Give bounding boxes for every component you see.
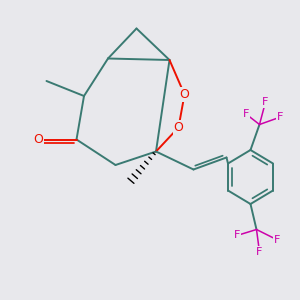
- Text: O: O: [33, 133, 43, 146]
- Text: O: O: [174, 121, 183, 134]
- Text: F: F: [234, 230, 240, 241]
- Text: F: F: [262, 97, 269, 107]
- Text: F: F: [243, 109, 249, 119]
- Text: O: O: [180, 88, 189, 101]
- Text: F: F: [274, 235, 281, 245]
- Text: F: F: [256, 247, 263, 257]
- Text: F: F: [277, 112, 284, 122]
